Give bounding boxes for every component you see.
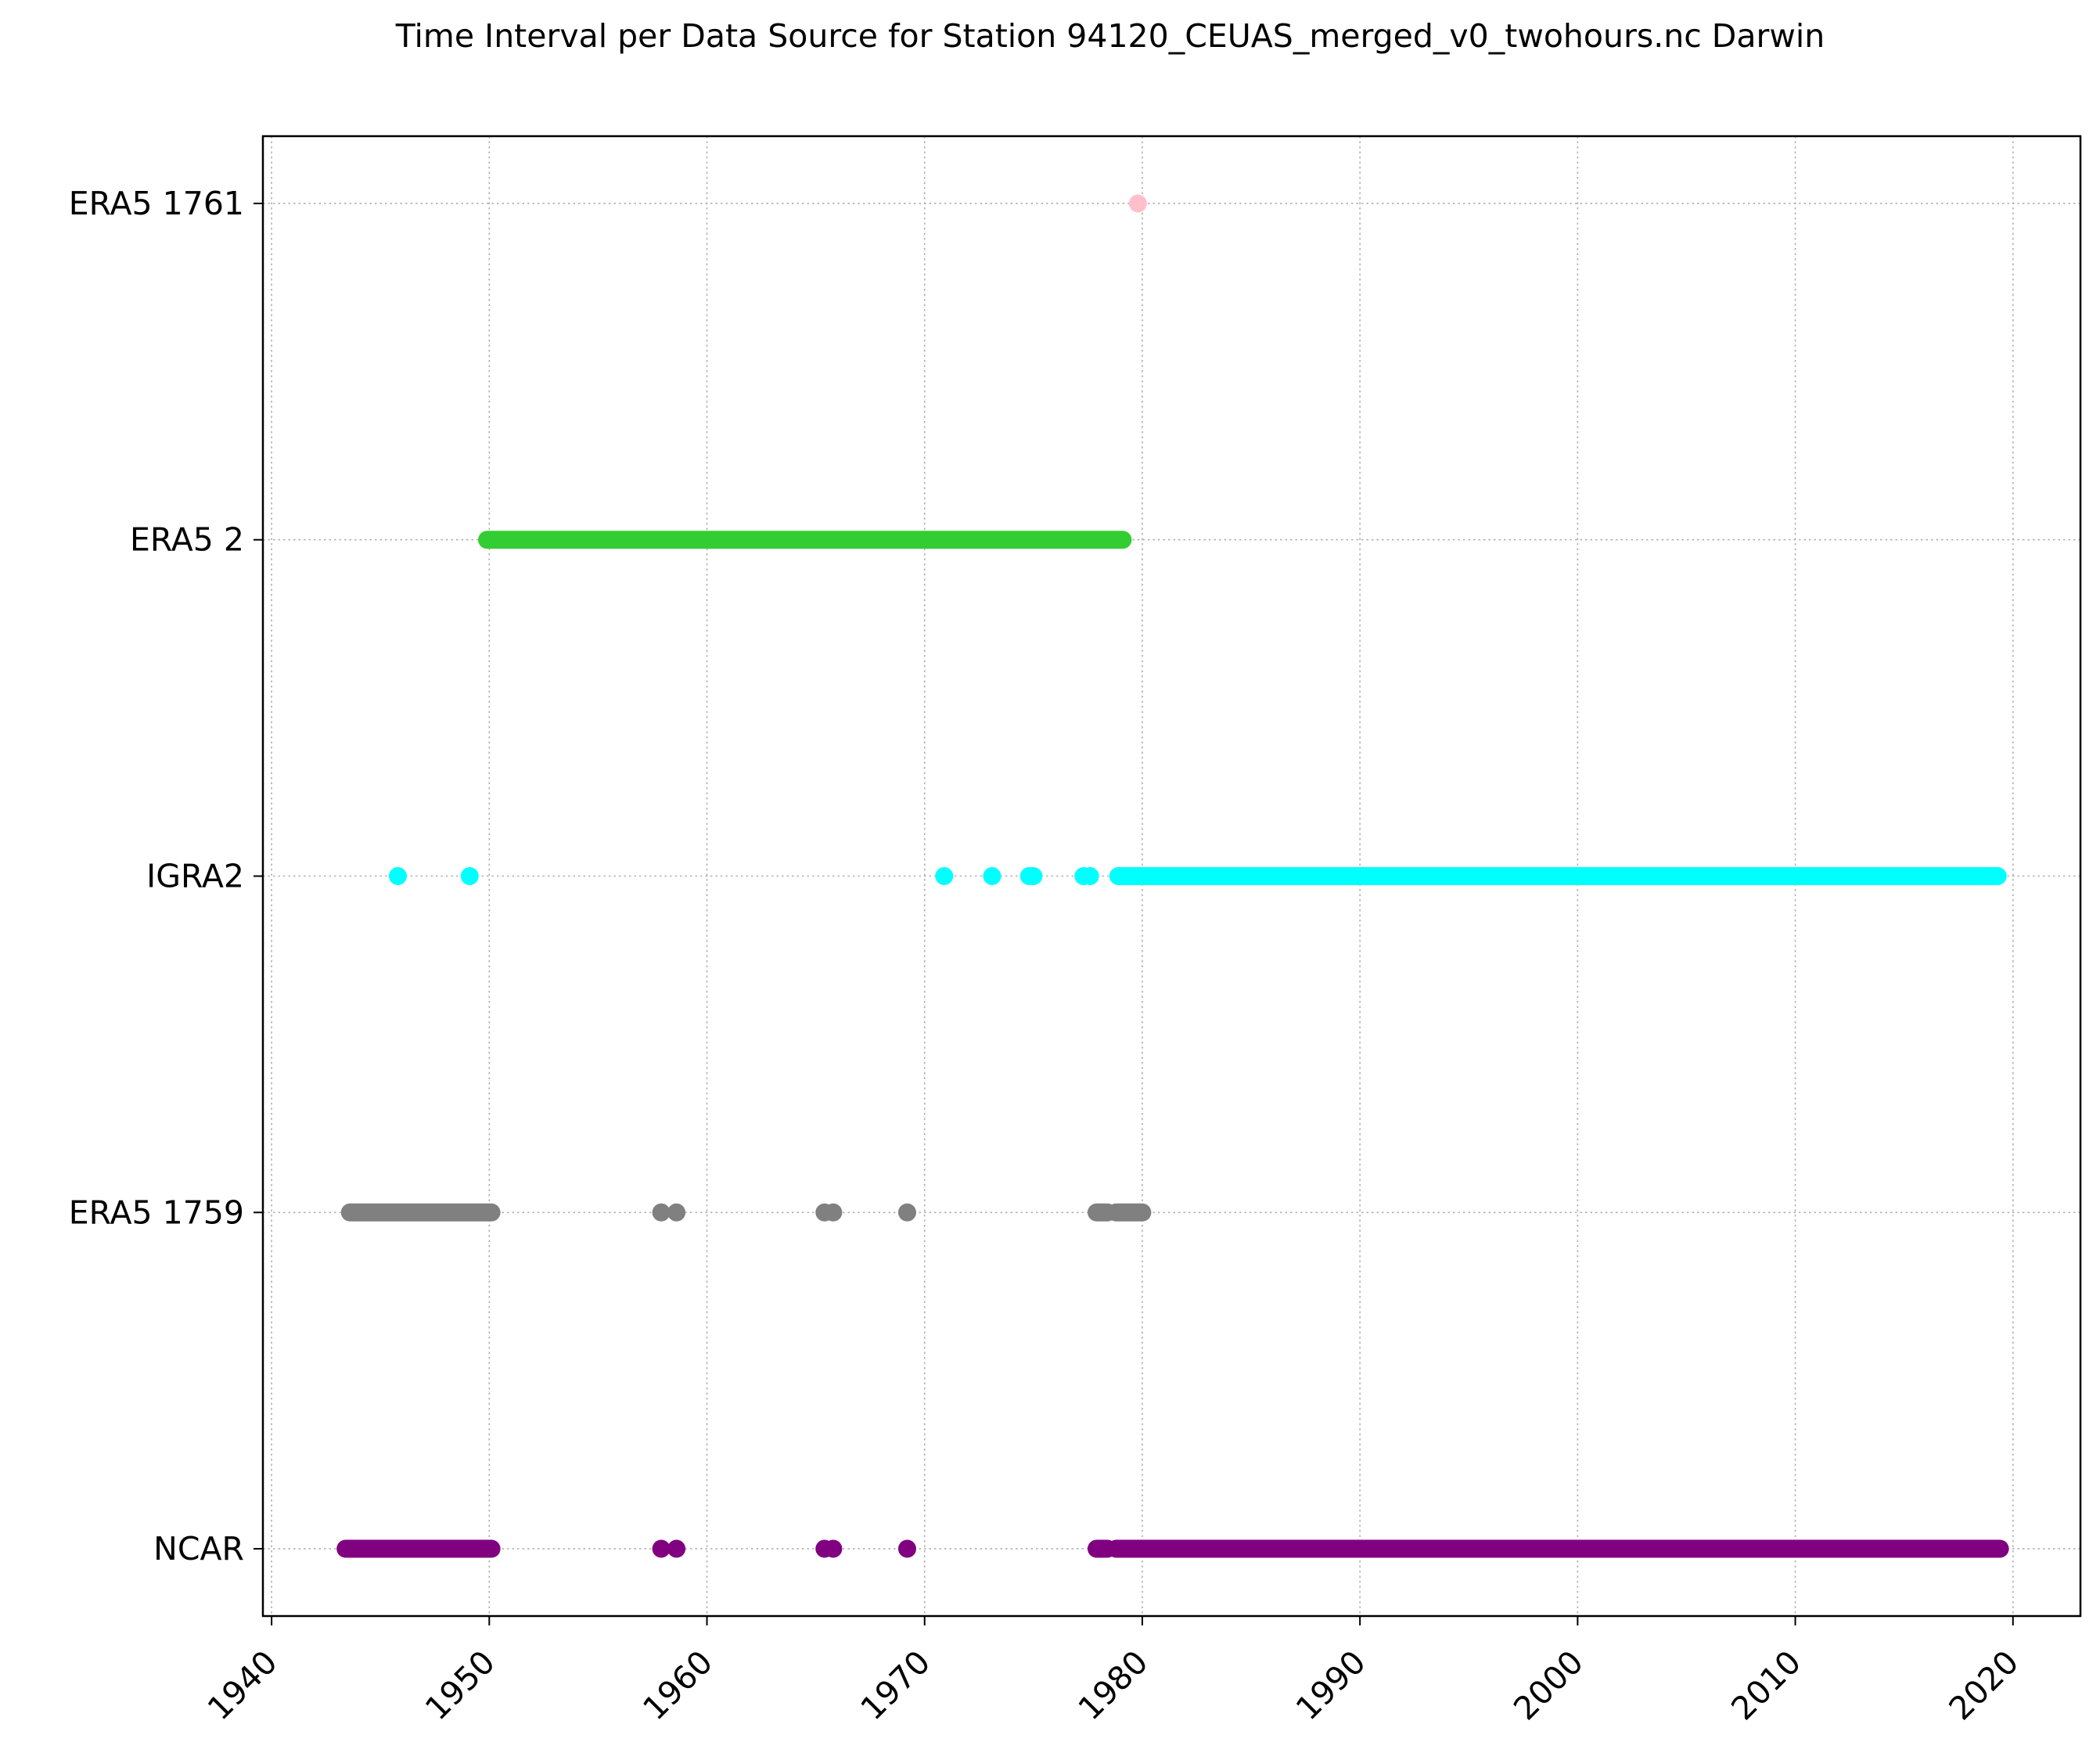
data-point <box>460 867 479 885</box>
data-points <box>336 194 2009 1558</box>
y-tick-label-ncar: NCAR <box>153 1530 244 1568</box>
series-igra2 <box>388 867 2007 885</box>
data-point <box>1024 867 1043 885</box>
y-tick-label-igra2: IGRA2 <box>146 858 244 895</box>
data-point <box>388 867 407 885</box>
series-ncar <box>336 1539 2009 1558</box>
data-point <box>935 867 954 885</box>
data-point <box>897 1203 916 1222</box>
y-axis: NCAR ERA5 1759 IGRA2 ERA5 2 ERA5 1761 <box>69 185 263 1568</box>
data-point <box>824 1539 843 1558</box>
x-tick-label: 2000 <box>1506 1643 1591 1728</box>
x-axis: 1940 1950 1960 1970 1980 1990 2000 2010 2020 <box>200 1616 2026 1727</box>
x-tick-label: 1990 <box>1289 1643 1373 1728</box>
data-point <box>652 1203 671 1222</box>
y-tick-label-era5-2: ERA5 2 <box>130 521 244 559</box>
x-tick-label: 2020 <box>1942 1643 2026 1728</box>
y-tick-label-era5-1761: ERA5 1761 <box>69 185 244 222</box>
data-point <box>897 1539 916 1558</box>
x-tick-label: 1950 <box>418 1643 502 1728</box>
data-point <box>1081 867 1099 885</box>
data-point <box>652 1539 671 1558</box>
y-tick-label-era5-1759: ERA5 1759 <box>69 1193 244 1231</box>
data-point <box>983 867 1001 885</box>
data-point <box>1128 194 1147 213</box>
data-point <box>824 1203 843 1222</box>
chart-title: Time Interval per Data Source for Statio… <box>395 17 1825 55</box>
x-tick-label: 1940 <box>200 1643 285 1728</box>
data-point <box>667 1203 686 1222</box>
data-point <box>667 1539 686 1558</box>
x-tick-label: 1970 <box>854 1643 938 1728</box>
x-tick-label: 1980 <box>1071 1643 1156 1728</box>
series-era5-1759 <box>340 1203 1152 1222</box>
x-tick-label: 1960 <box>635 1643 720 1728</box>
series-era5-1761 <box>1128 194 1147 213</box>
x-tick-label: 2010 <box>1724 1643 1808 1728</box>
